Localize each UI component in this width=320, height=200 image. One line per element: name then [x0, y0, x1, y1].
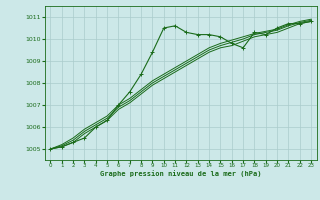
X-axis label: Graphe pression niveau de la mer (hPa): Graphe pression niveau de la mer (hPa)	[100, 171, 261, 177]
